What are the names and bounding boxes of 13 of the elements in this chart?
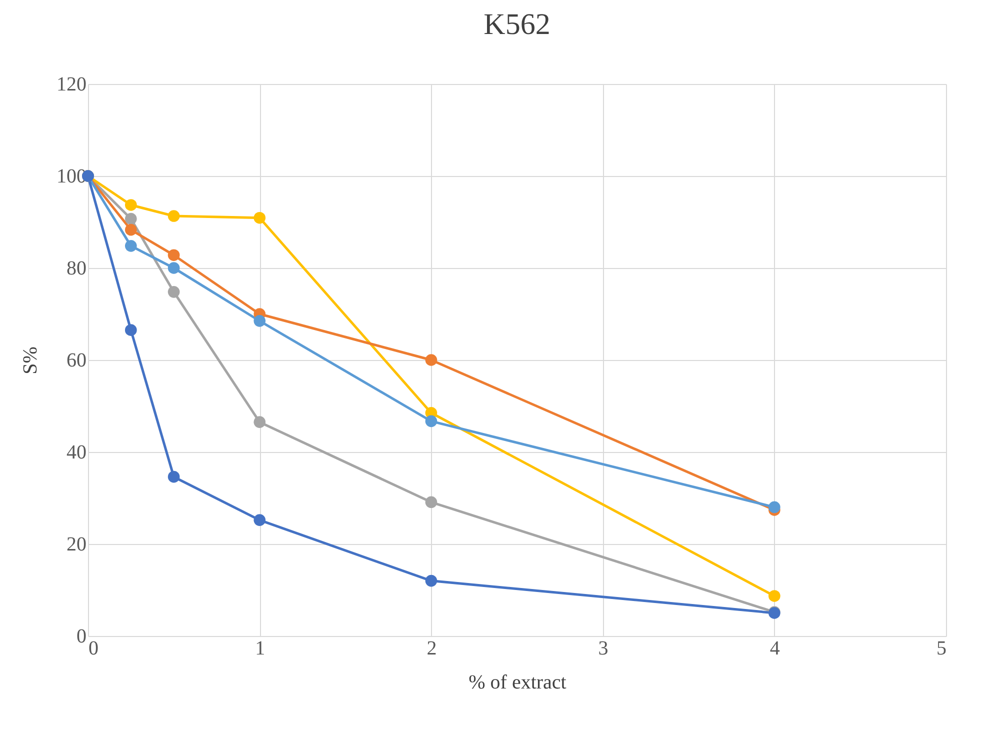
y-tick-label: 60 <box>66 350 86 372</box>
y-tick-label: 40 <box>66 442 86 464</box>
x-tick-label: 2 <box>426 638 437 660</box>
y-axis-title: S% <box>20 346 42 374</box>
chart-title: K562 <box>484 8 550 41</box>
x-tick-label: 1 <box>255 638 266 660</box>
y-tick-label: 120 <box>56 74 86 96</box>
x-tick-label: 4 <box>770 638 780 660</box>
x-tick-label: 5 <box>936 638 946 660</box>
x-axis-title: % of extract <box>468 672 567 694</box>
y-tick-label: 20 <box>66 534 86 556</box>
y-tick-label: 80 <box>66 258 86 280</box>
x-tick-label: 3 <box>598 638 608 660</box>
